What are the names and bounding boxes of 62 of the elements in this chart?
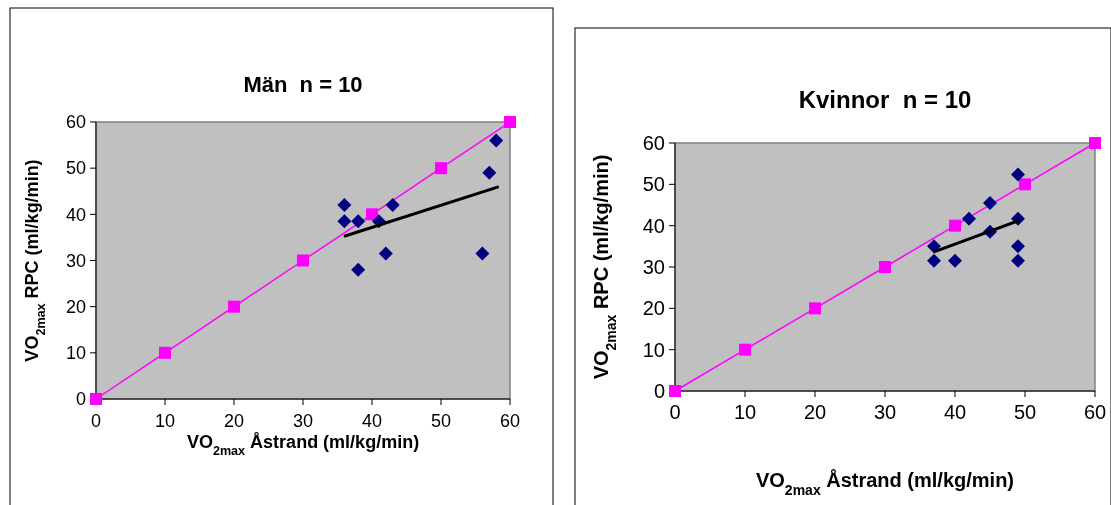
x-tick-label: 40 xyxy=(943,401,967,423)
point xyxy=(475,246,490,261)
point xyxy=(669,385,681,397)
x-tick-label: 10 xyxy=(733,401,757,423)
point xyxy=(927,239,941,254)
x-tick-label: 0 xyxy=(90,411,102,431)
y-tick-label: 60 xyxy=(65,112,86,133)
x-tick-label: 10 xyxy=(154,411,176,431)
point xyxy=(927,253,941,268)
y-tick-label: 50 xyxy=(642,173,665,196)
point xyxy=(948,253,962,268)
point xyxy=(489,133,504,148)
y-tick-label: 10 xyxy=(65,343,86,364)
point xyxy=(297,254,309,267)
point xyxy=(435,162,447,175)
point xyxy=(385,198,400,213)
point xyxy=(351,214,366,229)
y-tick-label: 60 xyxy=(642,132,665,154)
x-tick-label: 30 xyxy=(292,411,314,431)
y-tick-label: 20 xyxy=(642,297,665,320)
y-tick-label: 40 xyxy=(642,214,665,237)
x-tick-label: 60 xyxy=(499,411,521,431)
y-tick-label: 40 xyxy=(65,204,86,225)
x-tick-label: 20 xyxy=(803,401,827,423)
point xyxy=(504,116,516,128)
point xyxy=(949,219,961,232)
y-tick-label: 50 xyxy=(65,158,86,179)
point xyxy=(1011,167,1025,182)
point xyxy=(378,246,393,261)
x-tick-label: 30 xyxy=(873,401,897,423)
point xyxy=(879,261,891,273)
y-tick-label: 30 xyxy=(65,250,86,271)
chart-title: Män n = 10 xyxy=(243,72,363,97)
point xyxy=(337,214,352,229)
point xyxy=(962,211,976,226)
point xyxy=(90,393,102,405)
x-tick-label: 50 xyxy=(1013,401,1037,423)
point xyxy=(983,195,997,210)
point xyxy=(351,262,366,277)
x-axis-title: VO$_{2max}$ Åstrand (ml/kg/min) xyxy=(755,468,1015,498)
x-tick-label: 20 xyxy=(223,411,245,431)
point xyxy=(337,198,352,213)
x-tick-label: 40 xyxy=(361,411,383,431)
point xyxy=(1019,178,1031,191)
x-tick-label: 0 xyxy=(669,401,681,423)
x-tick-label: 50 xyxy=(430,411,452,431)
y-tick-label: 30 xyxy=(642,256,665,278)
point xyxy=(366,208,378,221)
x-tick-label: 60 xyxy=(1083,401,1107,423)
y-tick-label: 10 xyxy=(642,338,665,361)
point xyxy=(739,343,751,356)
point xyxy=(159,346,171,359)
point xyxy=(482,165,497,180)
y-tick-label: 0 xyxy=(653,380,665,402)
y-tick-label: 20 xyxy=(65,296,86,317)
point xyxy=(1011,239,1025,254)
point xyxy=(228,300,240,313)
x-axis-title: VO$_{2max}$ Åstrand (ml/kg/min) xyxy=(186,432,420,458)
chart-title: Kvinnor n = 10 xyxy=(798,86,972,113)
point xyxy=(1089,137,1101,149)
point xyxy=(1011,253,1025,268)
point xyxy=(809,302,821,315)
